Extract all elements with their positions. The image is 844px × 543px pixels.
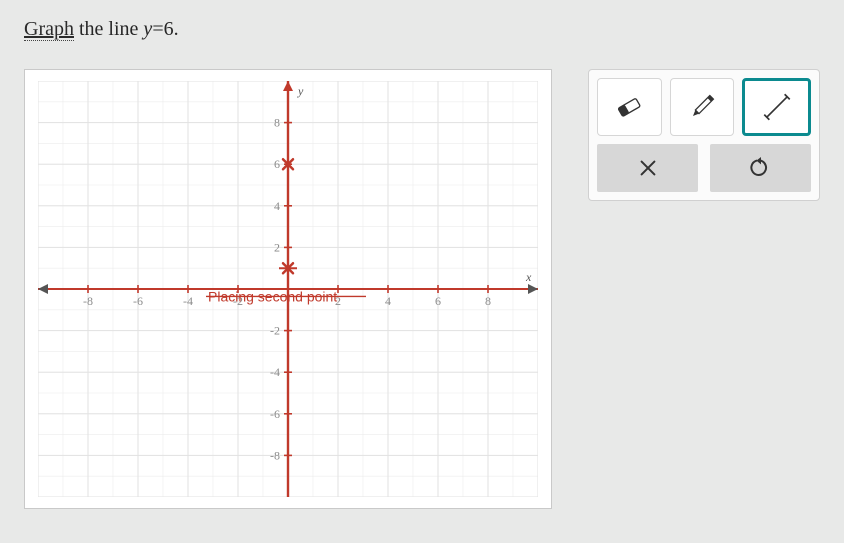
svg-text:8: 8 [274, 116, 280, 130]
clear-button[interactable] [597, 144, 698, 192]
eraser-icon [612, 90, 646, 124]
undo-icon [750, 157, 772, 179]
svg-text:-6: -6 [133, 294, 143, 308]
toolbox [588, 69, 820, 201]
svg-text:-4: -4 [183, 294, 193, 308]
equation-op: = [152, 18, 163, 40]
undo-button[interactable] [710, 144, 811, 192]
tool-row [597, 78, 811, 136]
eraser-tool[interactable] [597, 78, 662, 136]
svg-text:8: 8 [485, 294, 491, 308]
line-tool[interactable] [742, 78, 811, 136]
svg-text:6: 6 [274, 157, 280, 171]
svg-text:-4: -4 [270, 365, 280, 379]
svg-text:2: 2 [274, 240, 280, 254]
graph-link[interactable]: Graph [24, 18, 74, 41]
graph-panel[interactable]: yx-8-6-4-22468-8-6-4-22468Placing second… [24, 69, 552, 509]
action-row [597, 144, 811, 192]
svg-text:-6: -6 [270, 407, 280, 421]
equation-lhs: y [143, 18, 152, 40]
equation-rhs: 6 [164, 18, 174, 40]
question-prompt: Graph the line y=6. [24, 18, 820, 41]
svg-text:y: y [297, 84, 304, 98]
svg-text:x: x [525, 270, 532, 284]
line-icon [760, 90, 794, 124]
svg-text:-8: -8 [83, 294, 93, 308]
svg-text:6: 6 [435, 294, 441, 308]
close-icon [637, 157, 659, 179]
svg-text:4: 4 [385, 294, 391, 308]
coordinate-grid[interactable]: yx-8-6-4-22468-8-6-4-22468Placing second… [38, 81, 538, 497]
svg-text:-8: -8 [270, 448, 280, 462]
svg-text:4: 4 [274, 199, 280, 213]
pencil-tool[interactable] [670, 78, 735, 136]
pencil-icon [685, 90, 719, 124]
question-period: . [174, 18, 179, 40]
svg-text:-2: -2 [270, 324, 280, 338]
question-text: the line [74, 18, 143, 40]
